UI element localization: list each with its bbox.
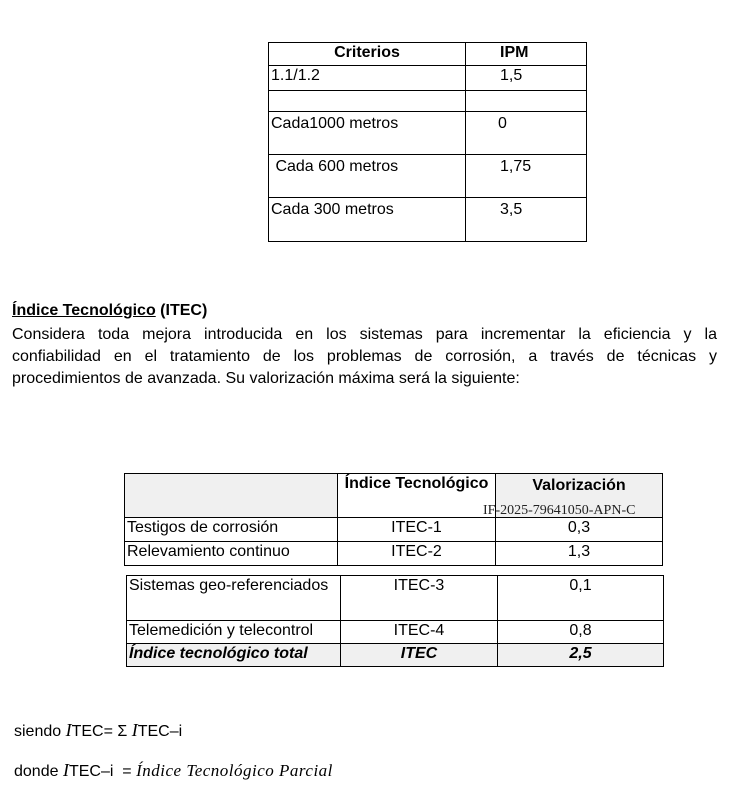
text: donde	[14, 763, 59, 780]
section-heading: Índice Tecnológico (ITEC)	[12, 302, 207, 320]
header-indice: Índice Tecnológico	[337, 473, 496, 518]
text: TEC= Σ	[71, 723, 132, 740]
cell: Relevamiento continuo	[124, 541, 338, 566]
table-row: Testigos de corrosión ITEC-1 0,3	[124, 517, 663, 542]
cell: 0,8	[497, 620, 664, 644]
table-header-row: Criterios IPM	[268, 42, 587, 66]
table-row: Sistemas geo-referenciados ITEC-3 0,1	[126, 575, 664, 621]
cell: ITEC	[340, 643, 498, 667]
math-text: Índice Tecnológico Parcial	[136, 761, 333, 780]
cell	[268, 90, 466, 112]
cell: Telemedición y telecontrol	[126, 620, 341, 644]
cell: ITEC-3	[340, 575, 498, 621]
formula-definition: donde ITEC–i = Índice Tecnológico Parcia…	[14, 760, 333, 781]
text: TEC–i =	[68, 763, 137, 780]
cell: 1,75	[465, 154, 587, 198]
document-watermark: IF-2025-79641050-APN-C	[483, 503, 636, 518]
section-paragraph: Considera toda mejora introducida en los…	[12, 324, 717, 390]
cell: 1,3	[495, 541, 663, 566]
section-title: Índice Tecnológico	[12, 302, 156, 319]
math-i: I	[131, 720, 138, 740]
math-i: I	[62, 760, 69, 780]
paragraph-line: Considera toda mejora introducida en los…	[12, 326, 717, 343]
cell: Cada1000 metros	[268, 111, 466, 155]
cell: ITEC-4	[340, 620, 498, 644]
cell: Índice tecnológico total	[126, 643, 341, 667]
table-header-row: Índice Tecnológico Valorización	[124, 473, 663, 518]
cell: 3,5	[465, 197, 587, 242]
table-row: Relevamiento continuo ITEC-2 1,3	[124, 541, 663, 566]
cell: Sistemas geo-referenciados	[126, 575, 341, 621]
table-row: Cada 600 metros 1,75	[268, 154, 587, 198]
cell: 1,5	[465, 65, 587, 91]
cell: 2,5	[497, 643, 664, 667]
table-row: Cada1000 metros 0	[268, 111, 587, 155]
table-row: Telemedición y telecontrol ITEC-4 0,8	[126, 620, 664, 644]
ipm-table: Criterios IPM 1.1/1.2 1,5 Cada1000 metros…	[268, 42, 587, 242]
header-empty	[124, 473, 338, 518]
cell: 0,1	[497, 575, 664, 621]
cell: 1.1/1.2	[268, 65, 466, 91]
math-i: I	[65, 720, 72, 740]
table-row	[268, 90, 587, 112]
itec-table-part2: Sistemas geo-referenciados ITEC-3 0,1 Tele…	[126, 575, 664, 667]
itec-table-part1: Índice Tecnológico Valorización Testigos…	[124, 473, 663, 566]
cell: ITEC-1	[337, 517, 496, 542]
cell: 0	[465, 111, 587, 155]
table-row: Cada 300 metros 3,5	[268, 197, 587, 242]
section-title-suffix: (ITEC)	[160, 302, 208, 319]
cell	[465, 90, 587, 112]
text: siendo	[14, 723, 62, 740]
header-ipm: IPM	[465, 42, 587, 66]
cell: Cada 600 metros	[268, 154, 466, 198]
text: TEC–i	[137, 723, 183, 740]
table-row: 1.1/1.2 1,5	[268, 65, 587, 91]
total-row: Índice tecnológico total ITEC 2,5	[126, 643, 664, 667]
cell: Testigos de corrosión	[124, 517, 338, 542]
paragraph-line: procedimientos de avanzada. Su valorizac…	[12, 370, 520, 387]
formula-sum: siendo ITEC= Σ ITEC–i	[14, 720, 182, 741]
header-criterios: Criterios	[268, 42, 466, 66]
paragraph-line: confiabilidad en el tratamiento de los p…	[12, 348, 717, 365]
cell: ITEC-2	[337, 541, 496, 566]
header-valorizacion: Valorización	[495, 473, 663, 518]
cell: 0,3	[495, 517, 663, 542]
cell: Cada 300 metros	[268, 197, 466, 242]
